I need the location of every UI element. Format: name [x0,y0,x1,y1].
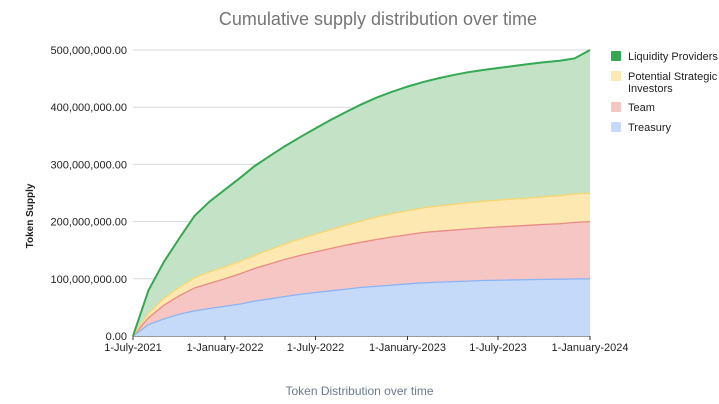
figure-caption: Token Distribution over time [285,384,434,398]
chart-title: Cumulative supply distribution over time [219,9,537,29]
x-tick-label: 1-July-2023 [469,342,526,354]
line-treasury [132,278,591,337]
x-tick-label: 1-January-2024 [551,342,628,354]
x-tick-label: 1-July-2021 [104,342,161,354]
y-tick-label: 100,000,000.00 [51,274,127,286]
legend-label: Treasury [628,122,671,134]
area-treasury [133,278,590,336]
y-tick-label: 400,000,000.00 [51,102,127,114]
y-axis-ticks: 0.00 100,000,000.00 200,000,000.00 300,000,… [51,45,127,343]
x-tick-label: 1-July-2022 [287,342,344,354]
line-liquidity-providers [132,49,591,337]
y-axis-label: Token Supply [25,183,36,248]
area-team [133,221,590,336]
legend: Liquidity Providers Potential Strategic In… [611,51,718,134]
legend-label: Liquidity Providers [628,51,718,63]
x-tick-label: 1-January-2022 [186,342,263,354]
plot-areas [133,50,590,336]
plot-lines [132,49,591,337]
area-liquidity-providers [133,50,590,336]
x-tick-label: 1-January-2023 [369,342,446,354]
legend-swatch [611,71,621,81]
legend-swatch [611,122,621,132]
line-team [132,220,591,337]
y-tick-label: 500,000,000.00 [51,45,127,57]
legend-swatch [611,51,621,61]
line-potential-strategic-investors [132,192,591,337]
y-tick-label: 0.00 [106,331,127,343]
legend-label: Team [628,102,655,114]
x-axis-ticks: 1-July-2021 1-January-2022 1-July-2022 1-Ja… [104,336,629,354]
legend-label: Potential Strategic Investors [628,71,718,95]
y-tick-label: 300,000,000.00 [51,159,127,171]
y-tick-label: 200,000,000.00 [51,217,127,229]
legend-swatch [611,102,621,112]
